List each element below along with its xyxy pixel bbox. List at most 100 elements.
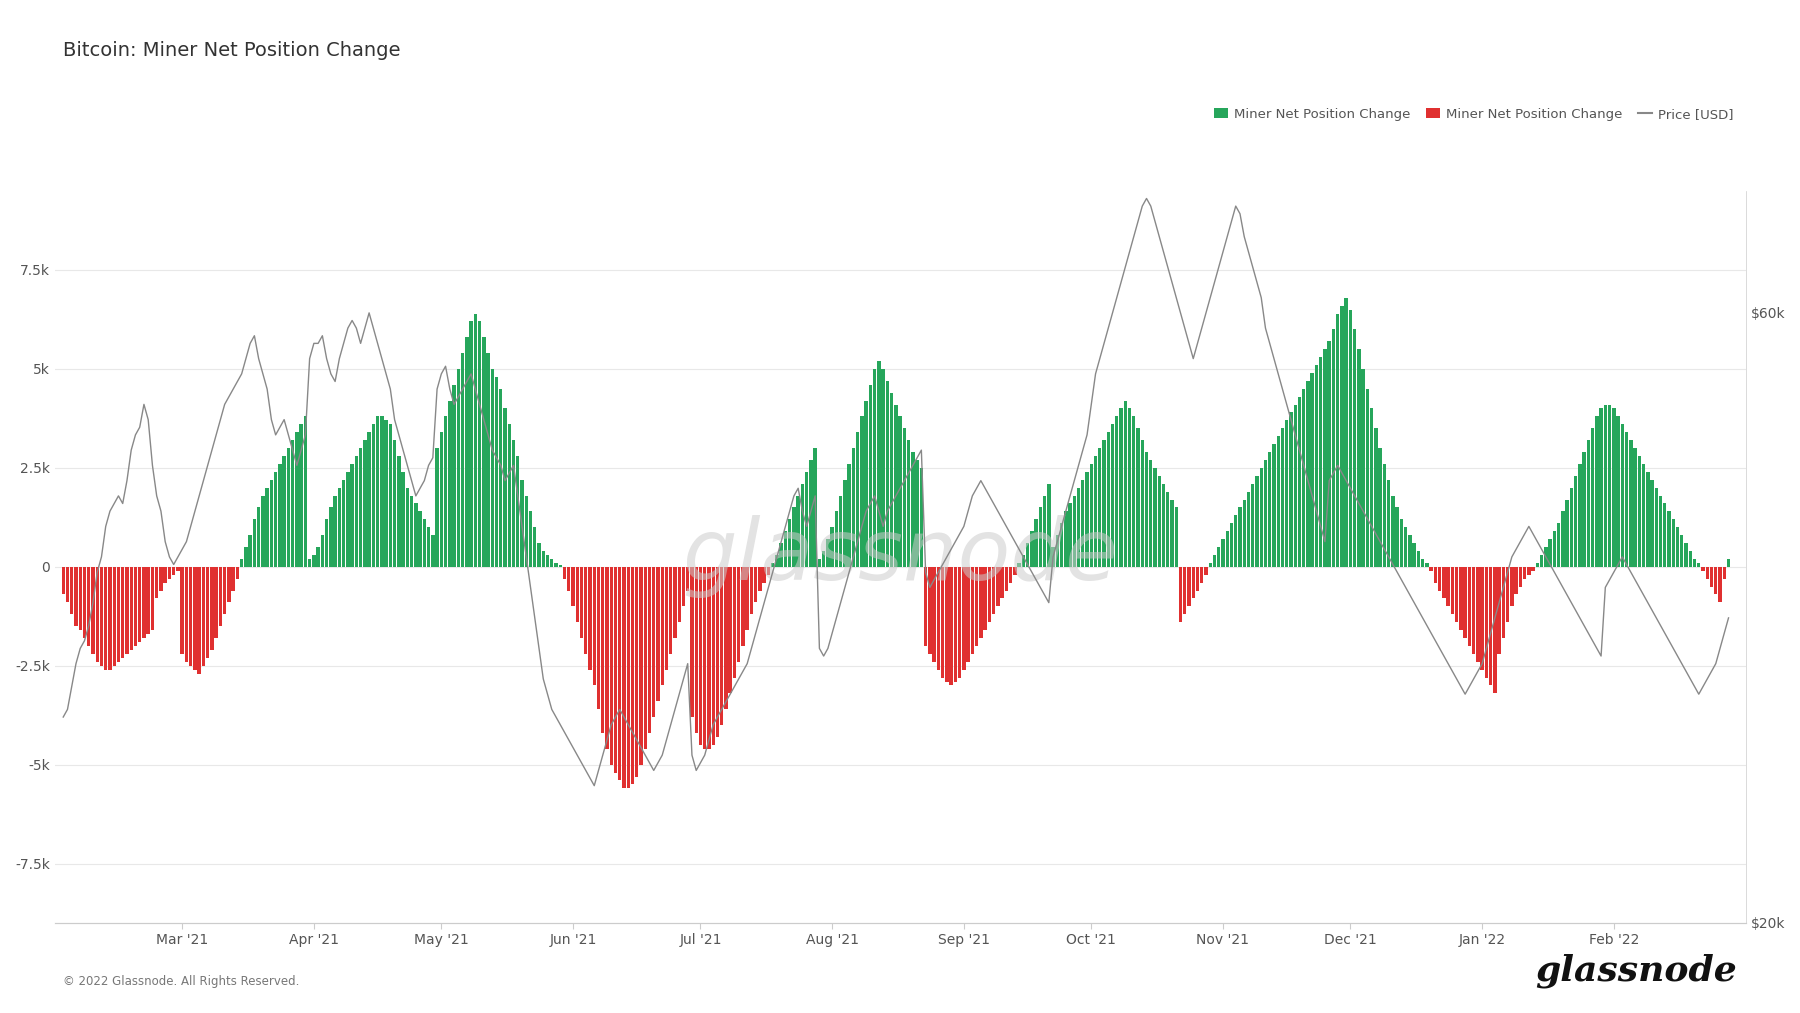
Bar [1553,531,1555,567]
Bar [1123,400,1127,567]
Bar [751,567,752,614]
Bar [889,393,893,567]
Bar [1039,508,1042,567]
Bar [1247,491,1251,567]
Bar [1102,441,1105,567]
Bar [873,369,877,567]
Bar [95,567,99,661]
Bar [898,416,902,567]
Bar [830,527,833,567]
Bar [401,472,405,567]
Bar [967,567,970,661]
Bar [1213,555,1217,567]
Bar [1561,512,1564,567]
Bar [146,567,149,634]
Bar [698,567,702,745]
Bar [941,567,945,678]
Bar [1220,539,1224,567]
Bar [1042,495,1046,567]
Bar [113,567,115,666]
Bar [1438,567,1442,591]
Bar [770,563,774,567]
Bar [1429,567,1433,570]
Bar [1510,567,1514,607]
Bar [1022,555,1024,567]
Bar [1685,543,1688,567]
Bar [1183,567,1186,614]
Bar [1235,516,1237,567]
Bar [1188,567,1192,607]
Bar [405,487,409,567]
Bar [1719,567,1723,603]
Bar [99,567,103,666]
Bar [1519,567,1523,587]
Bar [304,416,308,567]
Bar [716,567,720,736]
Bar [1663,503,1667,567]
Bar [851,448,855,567]
Bar [763,567,765,582]
Bar [1004,567,1008,591]
Bar [342,480,346,567]
Bar [283,456,286,567]
Bar [869,385,871,567]
Bar [857,433,859,567]
Bar [1489,567,1492,686]
Bar [1026,543,1030,567]
Bar [1485,567,1489,678]
Bar [796,495,799,567]
Bar [1192,567,1195,599]
Bar [1370,408,1373,567]
Bar [236,567,239,578]
Bar [1467,567,1471,646]
Bar [601,567,605,733]
Bar [1348,310,1352,567]
Bar [139,567,142,642]
Bar [954,567,958,682]
Bar [720,567,724,725]
Bar [558,565,562,567]
Bar [826,539,830,567]
Bar [108,567,112,670]
Bar [1242,499,1246,567]
Bar [598,567,599,709]
Bar [1175,508,1177,567]
Bar [779,543,783,567]
Bar [1361,369,1364,567]
Bar [70,567,74,614]
Bar [571,567,574,607]
Bar [176,567,180,570]
Bar [686,567,689,591]
Bar [1082,480,1084,567]
Bar [158,567,162,591]
Bar [445,416,446,567]
Bar [364,441,367,567]
Bar [239,559,243,567]
Bar [1595,416,1598,567]
Bar [1625,433,1629,567]
Bar [491,369,493,567]
Bar [317,547,320,567]
Bar [1064,512,1067,567]
Bar [121,567,124,657]
Bar [1264,460,1267,567]
Text: © 2022 Glassnode. All Rights Reserved.: © 2022 Glassnode. All Rights Reserved. [63,975,299,988]
Bar [1667,512,1670,567]
Bar [1454,567,1458,622]
Bar [1570,487,1573,567]
Bar [1706,567,1708,578]
Bar [1541,555,1543,567]
Bar [295,433,299,567]
Bar [902,428,905,567]
Bar [423,520,427,567]
Bar [1633,448,1636,567]
Bar [470,321,473,567]
Bar [1048,483,1051,567]
Bar [1310,373,1314,567]
Bar [979,567,983,638]
Bar [1460,567,1463,630]
Bar [1051,547,1055,567]
Bar [1307,381,1310,567]
Bar [614,567,617,773]
Bar [67,567,68,603]
